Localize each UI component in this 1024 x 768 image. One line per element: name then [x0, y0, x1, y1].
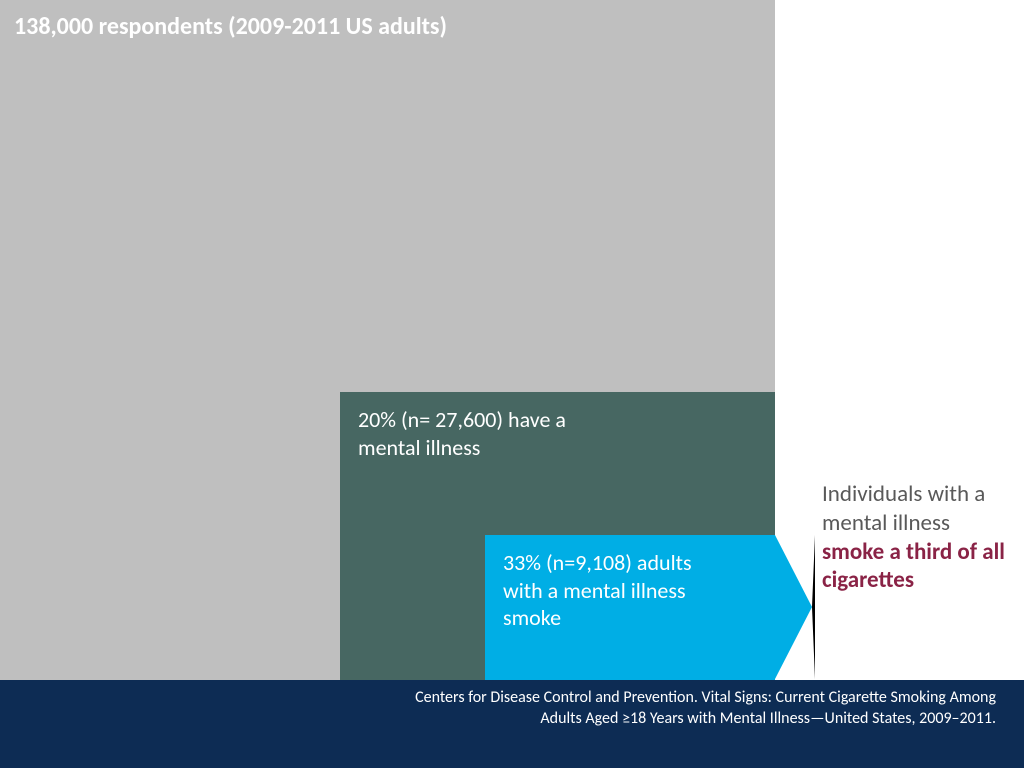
- smokers-label: 33% (n=9,108) adults with a mental illne…: [485, 535, 745, 642]
- callout-arrow-icon: [775, 535, 815, 679]
- callout-emphasis-text: smoke a third of all cigarettes: [822, 538, 1005, 595]
- respondents-label: 138,000 respondents (2009-2011 US adults…: [0, 0, 775, 52]
- citation-footer: Centers for Disease Control and Preventi…: [0, 680, 1024, 768]
- infographic-canvas: 138,000 respondents (2009-2011 US adults…: [0, 0, 1024, 768]
- mental-illness-label: 20% (n= 27,600) have a mental illness: [340, 392, 640, 471]
- callout-plain-text: Individuals with a mental illness: [822, 480, 985, 537]
- smokers-box: 33% (n=9,108) adults with a mental illne…: [485, 535, 775, 680]
- callout-text: Individuals with a mental illness smoke …: [822, 480, 1008, 595]
- citation-text: Centers for Disease Control and Preventi…: [396, 688, 996, 730]
